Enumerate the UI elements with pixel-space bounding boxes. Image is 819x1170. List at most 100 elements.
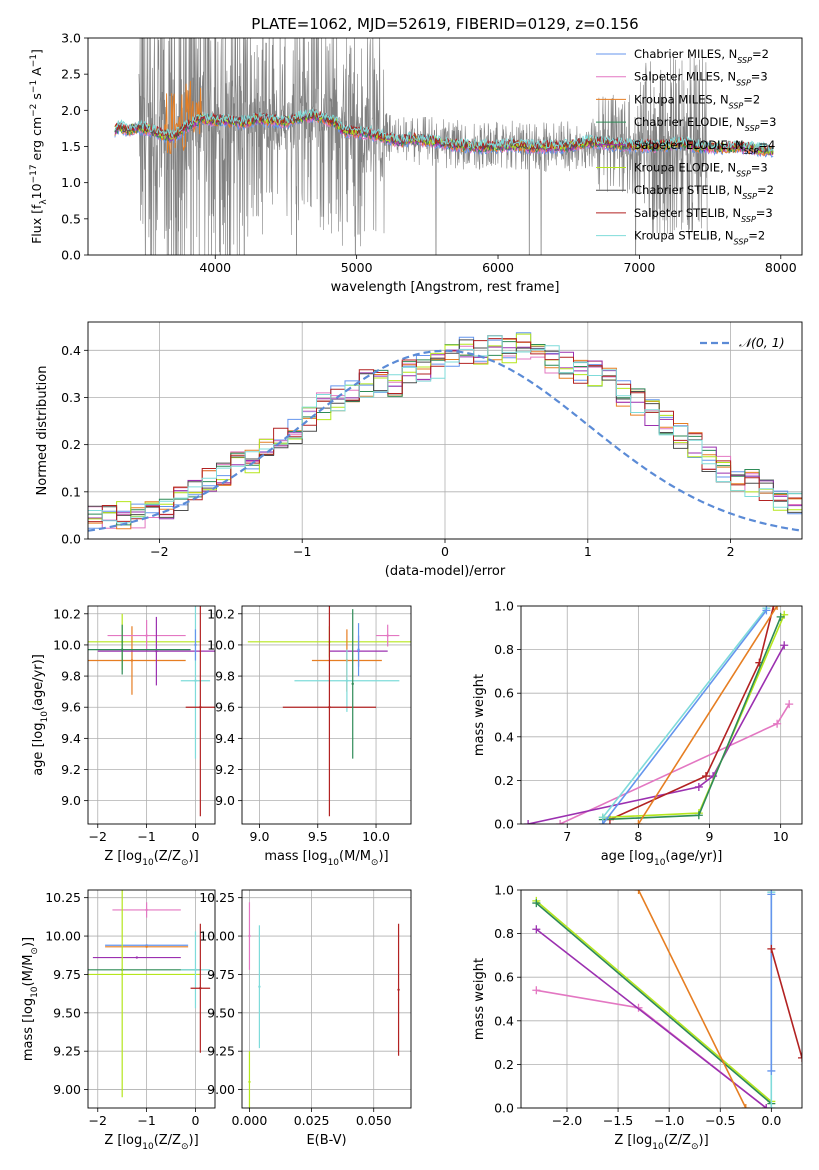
y-tick-label: 9.75 xyxy=(207,967,235,982)
hist-step-kroupa_stelib xyxy=(88,335,802,524)
cumulative-line-kroupa_elodie xyxy=(602,614,785,819)
x-axis-label: Z [log10(Z/Z⊙)] xyxy=(614,1133,708,1152)
x-tick-label: 2 xyxy=(727,544,735,559)
plus-marker xyxy=(798,1053,802,1062)
cumulative-Z-panel: −2.0 −1.5 −1.0 −0.5 0.0 0.0 0.2 0.4 0.6 0.8 1.0 Z [… xyxy=(472,883,803,1152)
data-spectrum-line xyxy=(138,38,708,255)
y-tick-label: 0.2 xyxy=(494,1057,514,1072)
cumulative-line-salpeter_miles xyxy=(536,989,767,1108)
spectrum-panel: 4000 5000 6000 7000 8000 0.0 0.5 1.0 1.5 2.0 2.5 3.… xyxy=(29,31,803,295)
cumulative-line-chabrier_miles xyxy=(602,609,768,824)
y-tick-label: 10.25 xyxy=(199,890,235,905)
y-tick-label: 0.4 xyxy=(494,729,514,744)
cumulative-line-kroupa_stelib xyxy=(602,607,768,818)
x-axis-label: (data-model)/error xyxy=(385,564,506,579)
y-tick-label: 1.0 xyxy=(494,599,514,614)
y-tick-label: 10.0 xyxy=(207,637,235,652)
data-point xyxy=(328,706,331,709)
data-point xyxy=(155,649,158,653)
legend-label: Salpeter ELODIE, NSSP=4 xyxy=(634,138,775,156)
axes-frame xyxy=(87,605,216,825)
y-axis-label: age [log10(age/yr)] xyxy=(31,654,50,776)
data-point xyxy=(199,706,202,709)
y-tick-label: 0.8 xyxy=(494,926,514,941)
legend-label: Chabrier ELODIE, NSSP=3 xyxy=(634,115,776,133)
x-tick-label: 7 xyxy=(563,829,571,844)
data-point xyxy=(345,679,349,682)
data-point xyxy=(199,987,202,990)
y-axis-label: Flux [fλ10−17 erg cm−2 s−1 A−1] xyxy=(29,49,49,244)
plus-marker xyxy=(773,606,782,610)
y-tick-label: 1.5 xyxy=(61,139,81,154)
spectrum-legend: Chabrier MILES, NSSP=2 Salpeter MILES, NS… xyxy=(596,47,776,246)
plus-marker xyxy=(785,700,794,709)
y-tick-label: 9.25 xyxy=(207,1044,235,1059)
y-tick-label: 9.8 xyxy=(215,669,235,684)
axes-frame xyxy=(87,37,803,256)
y-tick-label: 9.00 xyxy=(207,1082,235,1097)
data-point xyxy=(145,908,148,912)
plus-marker xyxy=(767,944,776,953)
x-axis-label: mass [log10(M/M⊙)] xyxy=(264,849,388,868)
y-tick-label: 0.2 xyxy=(494,773,514,788)
cumulative-lines xyxy=(532,890,802,1108)
x-axis-label: age [log10(age/yr)] xyxy=(601,849,723,868)
x-tick-label: −1.0 xyxy=(654,1113,684,1128)
y-tick-label: 10.2 xyxy=(207,606,235,621)
y-tick-label: 0.4 xyxy=(61,343,81,358)
y-tick-label: 9.0 xyxy=(61,793,81,808)
data-point xyxy=(145,945,148,949)
data-point xyxy=(357,648,360,651)
cumulative-line-chabrier_elodie xyxy=(535,902,772,1105)
y-tick-label: 9.2 xyxy=(215,762,235,777)
errorbars xyxy=(88,606,215,817)
y-tick-label: 0.5 xyxy=(61,211,81,226)
cumulative-line-salpeter_miles xyxy=(559,703,790,824)
age-vs-mass-panel: 9.0 9.5 10.0 9.0 9.2 9.4 9.6 9.8 10.0 10.2 mass [l… xyxy=(207,605,412,868)
x-tick-label: 0.000 xyxy=(232,1113,268,1128)
y-tick-label: 0.0 xyxy=(61,248,81,263)
plus-marker xyxy=(634,820,643,824)
x-tick-label: 0.0 xyxy=(761,1113,781,1128)
y-tick-label: 0.1 xyxy=(61,484,81,499)
legend-label: Salpeter MILES, NSSP=3 xyxy=(634,70,768,88)
plus-marker xyxy=(532,986,541,995)
cumulative-line-salpeter_elodie xyxy=(535,928,767,1108)
data-point xyxy=(135,956,139,959)
axes-frame xyxy=(87,321,803,540)
x-tick-label: 8000 xyxy=(765,260,797,275)
y-tick-label: 9.2 xyxy=(61,762,81,777)
plus-marker xyxy=(532,899,541,908)
normal-curve xyxy=(88,349,802,532)
model-line-kroupa_stelib xyxy=(114,108,774,152)
data-point xyxy=(248,934,251,938)
errorbars xyxy=(247,606,411,817)
plus-marker xyxy=(767,1066,776,1075)
data-point xyxy=(194,643,197,647)
cumulative-line-kroupa_elodie xyxy=(535,900,772,1103)
x-tick-label: −2 xyxy=(89,1113,107,1128)
y-tick-label: 9.00 xyxy=(53,1082,81,1097)
y-tick-label: 9.6 xyxy=(215,700,235,715)
x-tick-label: −0.5 xyxy=(705,1113,735,1128)
legend-label: Chabrier STELIB, NSSP=2 xyxy=(634,183,774,201)
x-tick-label: −1 xyxy=(293,544,311,559)
x-tick-label: 9 xyxy=(706,829,714,844)
y-axis-label: Normed distribution xyxy=(35,366,50,496)
x-tick-label: 0 xyxy=(441,544,449,559)
y-tick-label: 0.3 xyxy=(61,390,81,405)
y-axis-label: mass weight xyxy=(472,674,487,756)
data-point xyxy=(194,968,197,972)
x-tick-label: 0.025 xyxy=(294,1113,330,1128)
x-tick-label: 9.0 xyxy=(250,829,270,844)
y-tick-label: 0.6 xyxy=(494,686,514,701)
spectrum-lines xyxy=(114,38,774,255)
x-tick-label: −1.5 xyxy=(603,1113,633,1128)
y-tick-label: 10.00 xyxy=(45,929,81,944)
axes-frame xyxy=(520,889,803,1109)
x-tick-label: −2.0 xyxy=(552,1113,582,1128)
axes-frame xyxy=(87,889,216,1109)
y-tick-label: 0.0 xyxy=(61,532,81,547)
age-vs-Z-panel: −2 −1 0 9.0 9.2 9.4 9.6 9.8 10.0 10.2 Z [log10(Z/Z… xyxy=(31,605,216,868)
